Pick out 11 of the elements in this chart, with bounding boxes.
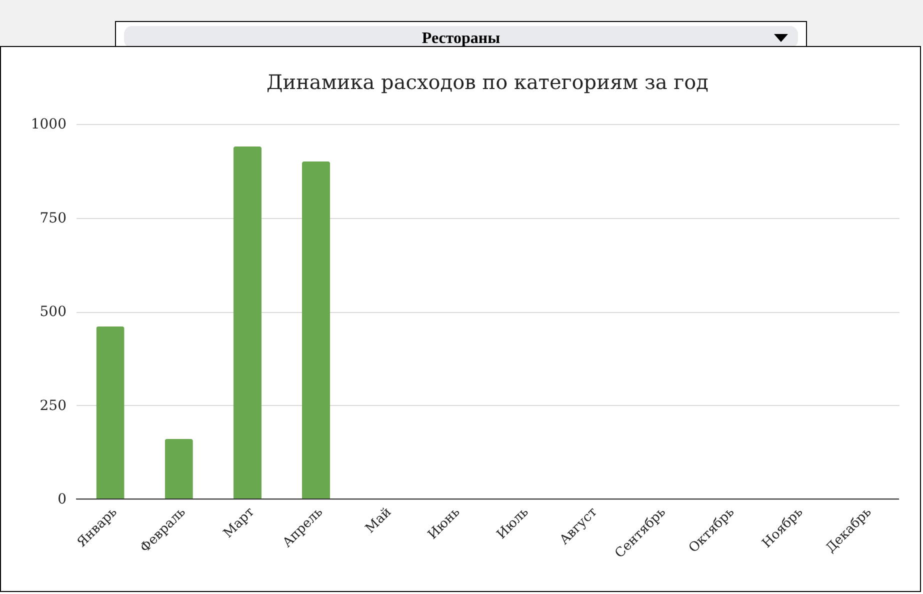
bar — [233, 146, 262, 499]
y-tick-label: 0 — [58, 492, 66, 508]
bar — [96, 326, 124, 499]
y-tick-label: 250 — [40, 398, 66, 414]
chart-title: Динамика расходов по категориям за год — [266, 70, 708, 94]
bar — [302, 162, 330, 499]
y-tick-label: 750 — [40, 210, 66, 226]
y-tick-label: 1000 — [30, 116, 66, 132]
chart-subtitle: Рестораны — [422, 30, 500, 47]
bar — [164, 439, 193, 499]
y-tick-label: 500 — [40, 304, 66, 320]
